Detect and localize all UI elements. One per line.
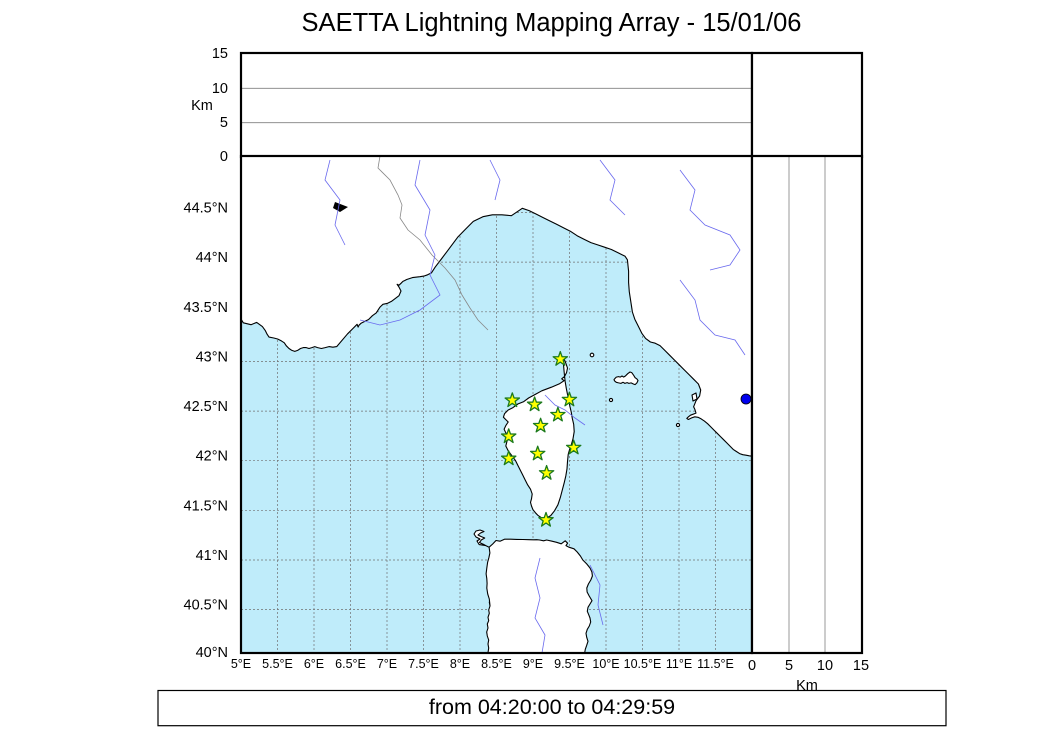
svg-text:41°N: 41°N (196, 548, 228, 564)
svg-text:9°E: 9°E (523, 657, 543, 671)
svg-text:10°E: 10°E (592, 657, 619, 671)
svg-text:43.5°N: 43.5°N (184, 300, 229, 316)
svg-text:44.5°N: 44.5°N (184, 201, 229, 217)
svg-text:11°E: 11°E (666, 657, 692, 671)
svg-text:44°N: 44°N (196, 250, 228, 266)
svg-text:8.5°E: 8.5°E (481, 657, 512, 671)
svg-text:41.5°N: 41.5°N (184, 498, 229, 514)
svg-text:from 04:20:00 to 04:29:59: from 04:20:00 to 04:29:59 (429, 695, 675, 719)
svg-text:5°E: 5°E (231, 657, 251, 671)
svg-text:5: 5 (785, 658, 793, 674)
svg-text:10: 10 (212, 81, 228, 97)
svg-text:40.5°N: 40.5°N (184, 598, 229, 614)
svg-text:10.5°E: 10.5°E (624, 657, 662, 671)
svg-text:15: 15 (853, 658, 869, 674)
svg-text:0: 0 (748, 658, 756, 674)
svg-text:8°E: 8°E (450, 657, 470, 671)
svg-text:6.5°E: 6.5°E (335, 657, 366, 671)
svg-text:7.5°E: 7.5°E (408, 657, 439, 671)
svg-text:40°N: 40°N (196, 645, 228, 661)
svg-text:42.5°N: 42.5°N (184, 399, 229, 415)
svg-text:43°N: 43°N (196, 349, 228, 365)
svg-text:0: 0 (220, 149, 228, 165)
svg-text:Km: Km (191, 98, 213, 114)
svg-text:7°E: 7°E (377, 657, 397, 671)
svg-text:9.5°E: 9.5°E (554, 657, 585, 671)
svg-text:15: 15 (212, 46, 228, 62)
svg-text:5: 5 (220, 115, 228, 131)
svg-text:11.5°E: 11.5°E (697, 657, 734, 671)
svg-text:6°E: 6°E (304, 657, 324, 671)
svg-text:42°N: 42°N (196, 449, 228, 465)
svg-text:10: 10 (817, 658, 833, 674)
svg-text:5.5°E: 5.5°E (262, 657, 293, 671)
